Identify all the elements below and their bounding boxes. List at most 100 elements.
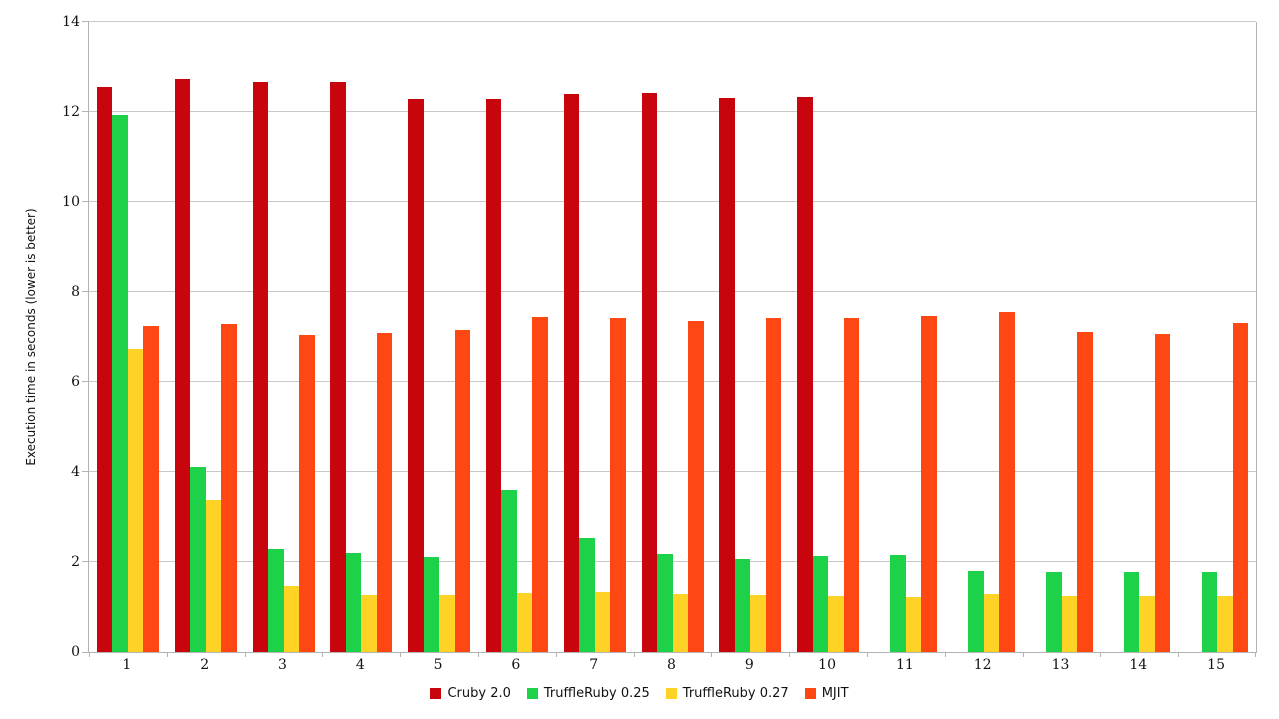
bar-mjit (1154, 333, 1171, 652)
x-tick-label: 12 (973, 657, 992, 673)
bar-truffleruby-0-27 (672, 593, 688, 652)
bar-truffleruby-0-25 (1046, 571, 1062, 652)
x-tick-label: 15 (1207, 657, 1225, 673)
bar-cruby-2-0 (330, 81, 346, 652)
bar-cruby-2-0 (563, 93, 580, 652)
x-tick-label: 2 (200, 657, 210, 673)
x-axis-tickmark (711, 652, 712, 657)
x-tick-label: 3 (278, 657, 287, 673)
bar-truffleruby-0-25 (579, 538, 595, 652)
bar-cruby-2-0 (408, 99, 424, 652)
bar-mjit (921, 315, 937, 652)
bar-truffleruby-0-25 (268, 548, 284, 652)
bar-truffleruby-0-27 (361, 595, 377, 652)
legend-color-swatch-icon (430, 688, 442, 699)
bar-truffleruby-0-27 (1139, 596, 1155, 652)
x-tick-label: 13 (1051, 657, 1070, 673)
x-axis-tickmark (634, 652, 635, 657)
legend-label: TruffleRuby 0.25 (543, 686, 650, 701)
plot-area (82, 21, 1257, 657)
bar-mjit (1077, 332, 1093, 652)
bar-cruby-2-0 (252, 81, 268, 652)
y-axis-title: Execution time in seconds (lower is bett… (24, 208, 38, 466)
legend-label: TruffleRuby 0.27 (682, 686, 789, 701)
bar-truffleruby-0-27 (905, 597, 922, 652)
bar-truffleruby-0-25 (190, 466, 206, 652)
bar-truffleruby-0-25 (657, 554, 673, 652)
x-axis-tickmark (1255, 652, 1256, 657)
bar-truffleruby-0-27 (1061, 596, 1077, 652)
bar-mjit (532, 317, 548, 652)
legend-item: TruffleRuby 0.27 (665, 686, 789, 701)
bar-mjit (999, 311, 1015, 652)
legend-color-swatch-icon (665, 688, 677, 699)
bar-truffleruby-0-27 (283, 585, 299, 652)
y-tick-label: 10 (62, 194, 80, 210)
bar-truffleruby-0-27 (439, 595, 455, 652)
bar-truffleruby-0-25 (1123, 571, 1140, 652)
legend: Cruby 2.0 TruffleRuby 0.25 TruffleRuby 0.2… (0, 686, 1279, 701)
y-tick-label: 14 (62, 14, 80, 30)
bar-truffleruby-0-25 (890, 555, 906, 652)
x-axis-tickmark (789, 652, 790, 657)
bar-truffleruby-0-25 (734, 558, 751, 652)
bar-truffleruby-0-25 (501, 490, 517, 652)
bar-truffleruby-0-25 (1201, 571, 1218, 652)
y-tick-label: 8 (71, 284, 80, 300)
x-axis-tickmark (556, 652, 557, 657)
bar-truffleruby-0-27 (205, 499, 222, 652)
y-axis-tickmark (82, 652, 89, 653)
x-axis-tickmark (167, 652, 168, 657)
bar-truffleruby-0-27 (983, 594, 1000, 652)
bar-mjit (221, 323, 237, 652)
bar-cruby-2-0 (641, 92, 657, 652)
x-axis-tickmark (89, 652, 90, 657)
y-axis-tickmark (82, 201, 89, 202)
bar-cruby-2-0 (174, 79, 191, 652)
x-tick-label: 5 (433, 657, 443, 673)
x-axis-tickmark (945, 652, 946, 657)
x-axis-tickmark (245, 652, 246, 657)
x-axis-tickmark (1100, 652, 1101, 657)
x-tick-label: 11 (895, 657, 914, 673)
y-tick-label: 4 (71, 464, 80, 480)
x-tick-label: 6 (511, 657, 521, 673)
x-tick-label: 1 (122, 657, 132, 673)
bar-truffleruby-0-25 (345, 553, 362, 652)
x-axis-tickmark (867, 652, 868, 657)
bar-truffleruby-0-25 (812, 556, 829, 652)
y-axis-tickmark (82, 291, 89, 292)
bar-mjit (1232, 323, 1249, 652)
gridline (89, 201, 1256, 202)
y-axis-tickmark (82, 471, 89, 472)
x-tick-label: 9 (744, 657, 754, 673)
x-axis-tickmark (1178, 652, 1179, 657)
bar-truffleruby-0-27 (594, 591, 611, 652)
gridline (89, 471, 1256, 472)
bar-truffleruby-0-25 (112, 115, 128, 652)
y-tick-label: 2 (71, 554, 80, 570)
gridline (89, 111, 1256, 112)
bar-cruby-2-0 (797, 97, 813, 652)
y-axis-tickmark (82, 111, 89, 112)
bar-mjit (454, 329, 471, 652)
y-axis-tickmark (82, 561, 89, 562)
bar-truffleruby-0-25 (968, 571, 984, 652)
bar-cruby-2-0 (485, 99, 502, 652)
bar-truffleruby-0-25 (423, 556, 440, 652)
legend-label: MJIT (821, 686, 849, 701)
bar-mjit (143, 326, 159, 652)
x-axis-tickmark (478, 652, 479, 657)
x-axis-tickmark (322, 652, 323, 657)
y-tick-label: 6 (71, 374, 80, 390)
legend-color-swatch-icon (804, 688, 816, 699)
bar-mjit (765, 318, 782, 652)
x-tick-label: 8 (667, 657, 676, 673)
legend-item: Cruby 2.0 (430, 686, 511, 701)
bar-mjit (688, 320, 704, 652)
x-tick-label: 14 (1129, 657, 1148, 673)
bar-mjit (376, 332, 393, 652)
bar-truffleruby-0-27 (828, 596, 844, 652)
y-tick-label: 0 (71, 644, 80, 660)
